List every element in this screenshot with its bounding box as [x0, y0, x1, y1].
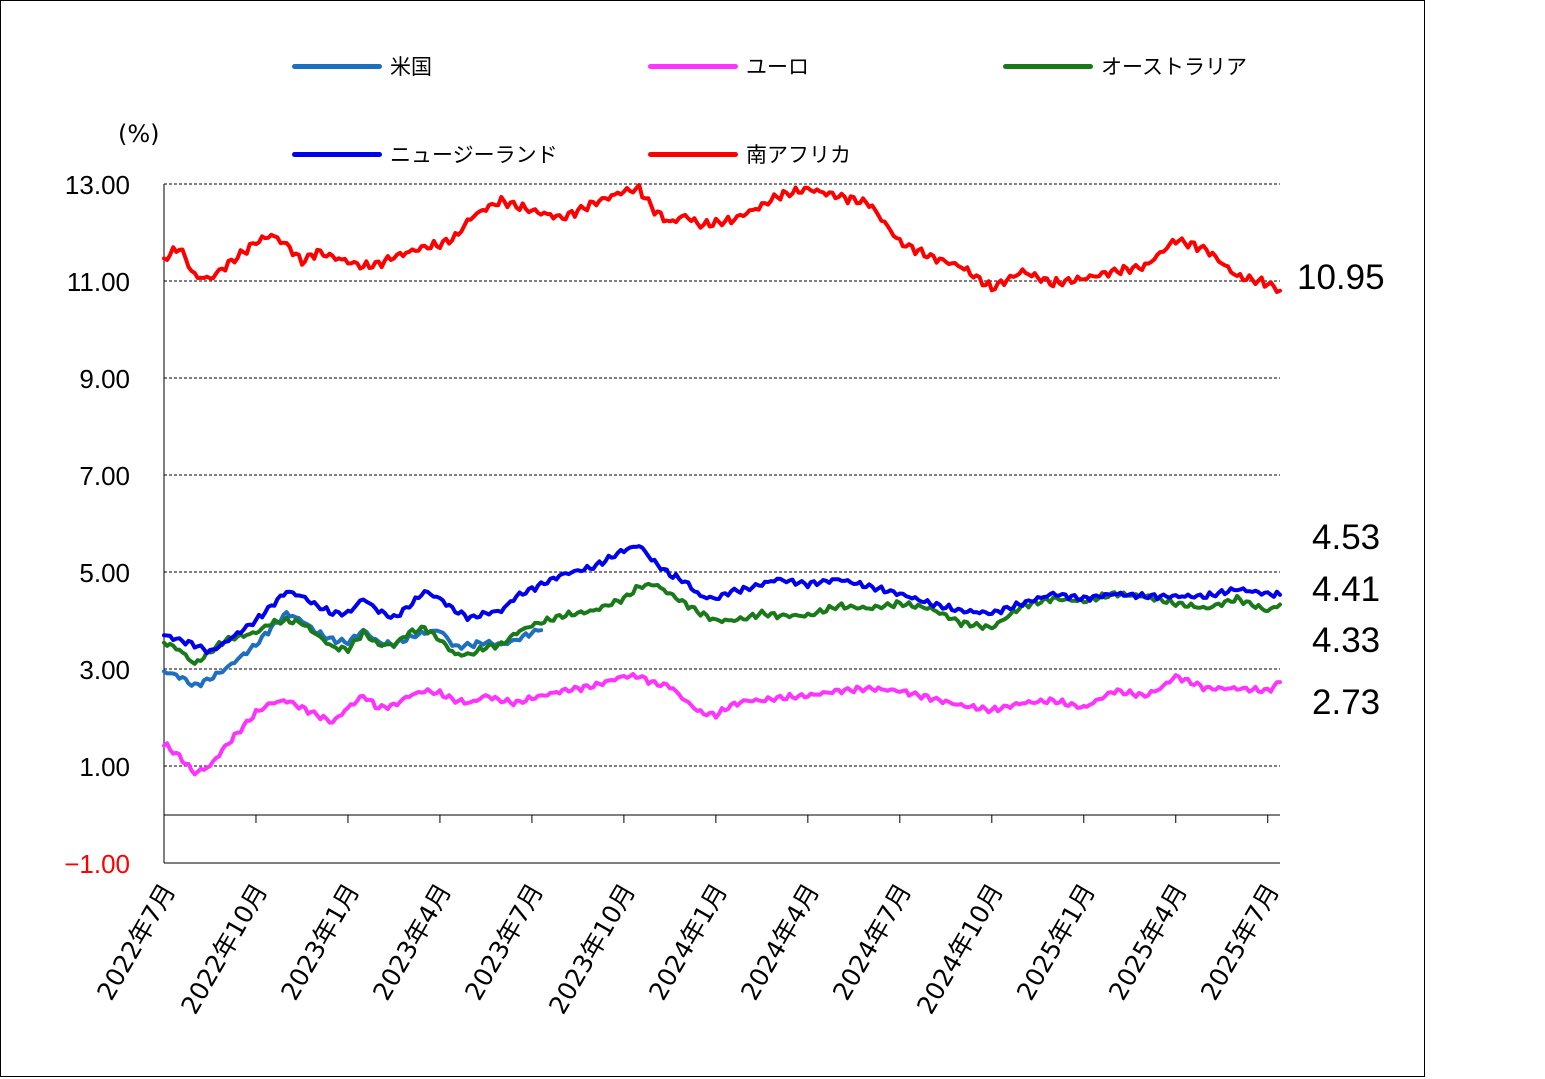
x-tick-label-3: 2023年4月	[367, 879, 457, 1006]
callout-us: 4.41	[1312, 570, 1381, 609]
x-tick-label-8: 2024年7月	[827, 879, 917, 1006]
chart-frame	[0, 0, 1425, 1077]
legend-item-euro: ユーロ	[648, 54, 809, 79]
x-tick-label-10: 2025年1月	[1011, 879, 1101, 1006]
x-tick-label-7: 2024年4月	[735, 879, 825, 1006]
legend-label-australia: オーストラリア	[1101, 55, 1247, 79]
y-tick-label-1: 11.00	[67, 267, 130, 297]
legend-item-australia: オーストラリア	[1003, 54, 1247, 79]
legend-label-new-zealand: ニュージーランド	[390, 143, 558, 167]
y-axis-unit-label: (%)	[118, 120, 160, 148]
y-axis-tick-labels: 13.00 11.00 9.00 7.00 5.00 3.00 1.00 −1.00	[64, 170, 130, 879]
x-tick-label-1: 2022年10月	[175, 879, 273, 1019]
callout-euro: 2.73	[1312, 683, 1381, 722]
x-tick-label-11: 2025年4月	[1103, 879, 1193, 1006]
legend-item-us: 米国	[292, 54, 432, 79]
y-tick-label-2: 9.00	[79, 364, 130, 394]
x-tick-label-5: 2023年10月	[543, 879, 641, 1019]
legend-swatch-south-africa	[648, 151, 738, 157]
series-line-2	[162, 581, 1282, 666]
x-tick-label-9: 2024年10月	[911, 879, 1009, 1019]
gridlines	[164, 183, 1280, 864]
legend-swatch-new-zealand	[292, 151, 382, 157]
legend-item-south-africa: 南アフリカ	[648, 142, 851, 167]
legend-swatch-euro	[648, 63, 738, 69]
series-line-4	[162, 183, 1282, 294]
series-line-1	[162, 672, 1282, 777]
legend-label-us: 米国	[390, 55, 432, 79]
y-tick-label-6: 1.00	[79, 752, 130, 782]
axes	[163, 184, 1280, 863]
x-tick-label-0: 2022年7月	[91, 879, 181, 1006]
y-tick-label-0: 13.00	[65, 170, 130, 200]
legend-item-new-zealand: ニュージーランド	[292, 142, 558, 167]
y-tick-label-7: −1.00	[64, 849, 130, 879]
series-line-3	[162, 544, 1282, 656]
legend-swatch-us	[292, 63, 382, 69]
callout-new-zealand: 4.53	[1312, 518, 1381, 557]
series-line-0	[162, 610, 544, 689]
series-lines	[162, 183, 1282, 777]
callout-australia: 4.33	[1312, 621, 1381, 660]
x-tick-label-6: 2024年1月	[643, 879, 733, 1006]
y-tick-label-5: 3.00	[79, 655, 130, 685]
y-tick-label-3: 7.00	[79, 461, 130, 491]
x-tick-label-12: 2025年7月	[1195, 879, 1285, 1006]
y-tick-label-4: 5.00	[79, 558, 130, 588]
callout-south-africa: 10.95	[1297, 258, 1385, 297]
legend-swatch-australia	[1003, 63, 1093, 69]
x-tick-label-2: 2023年1月	[275, 879, 365, 1006]
legend-label-euro: ユーロ	[746, 55, 809, 79]
legend-label-south-africa: 南アフリカ	[746, 143, 851, 167]
x-tick-label-4: 2023年7月	[459, 879, 549, 1006]
